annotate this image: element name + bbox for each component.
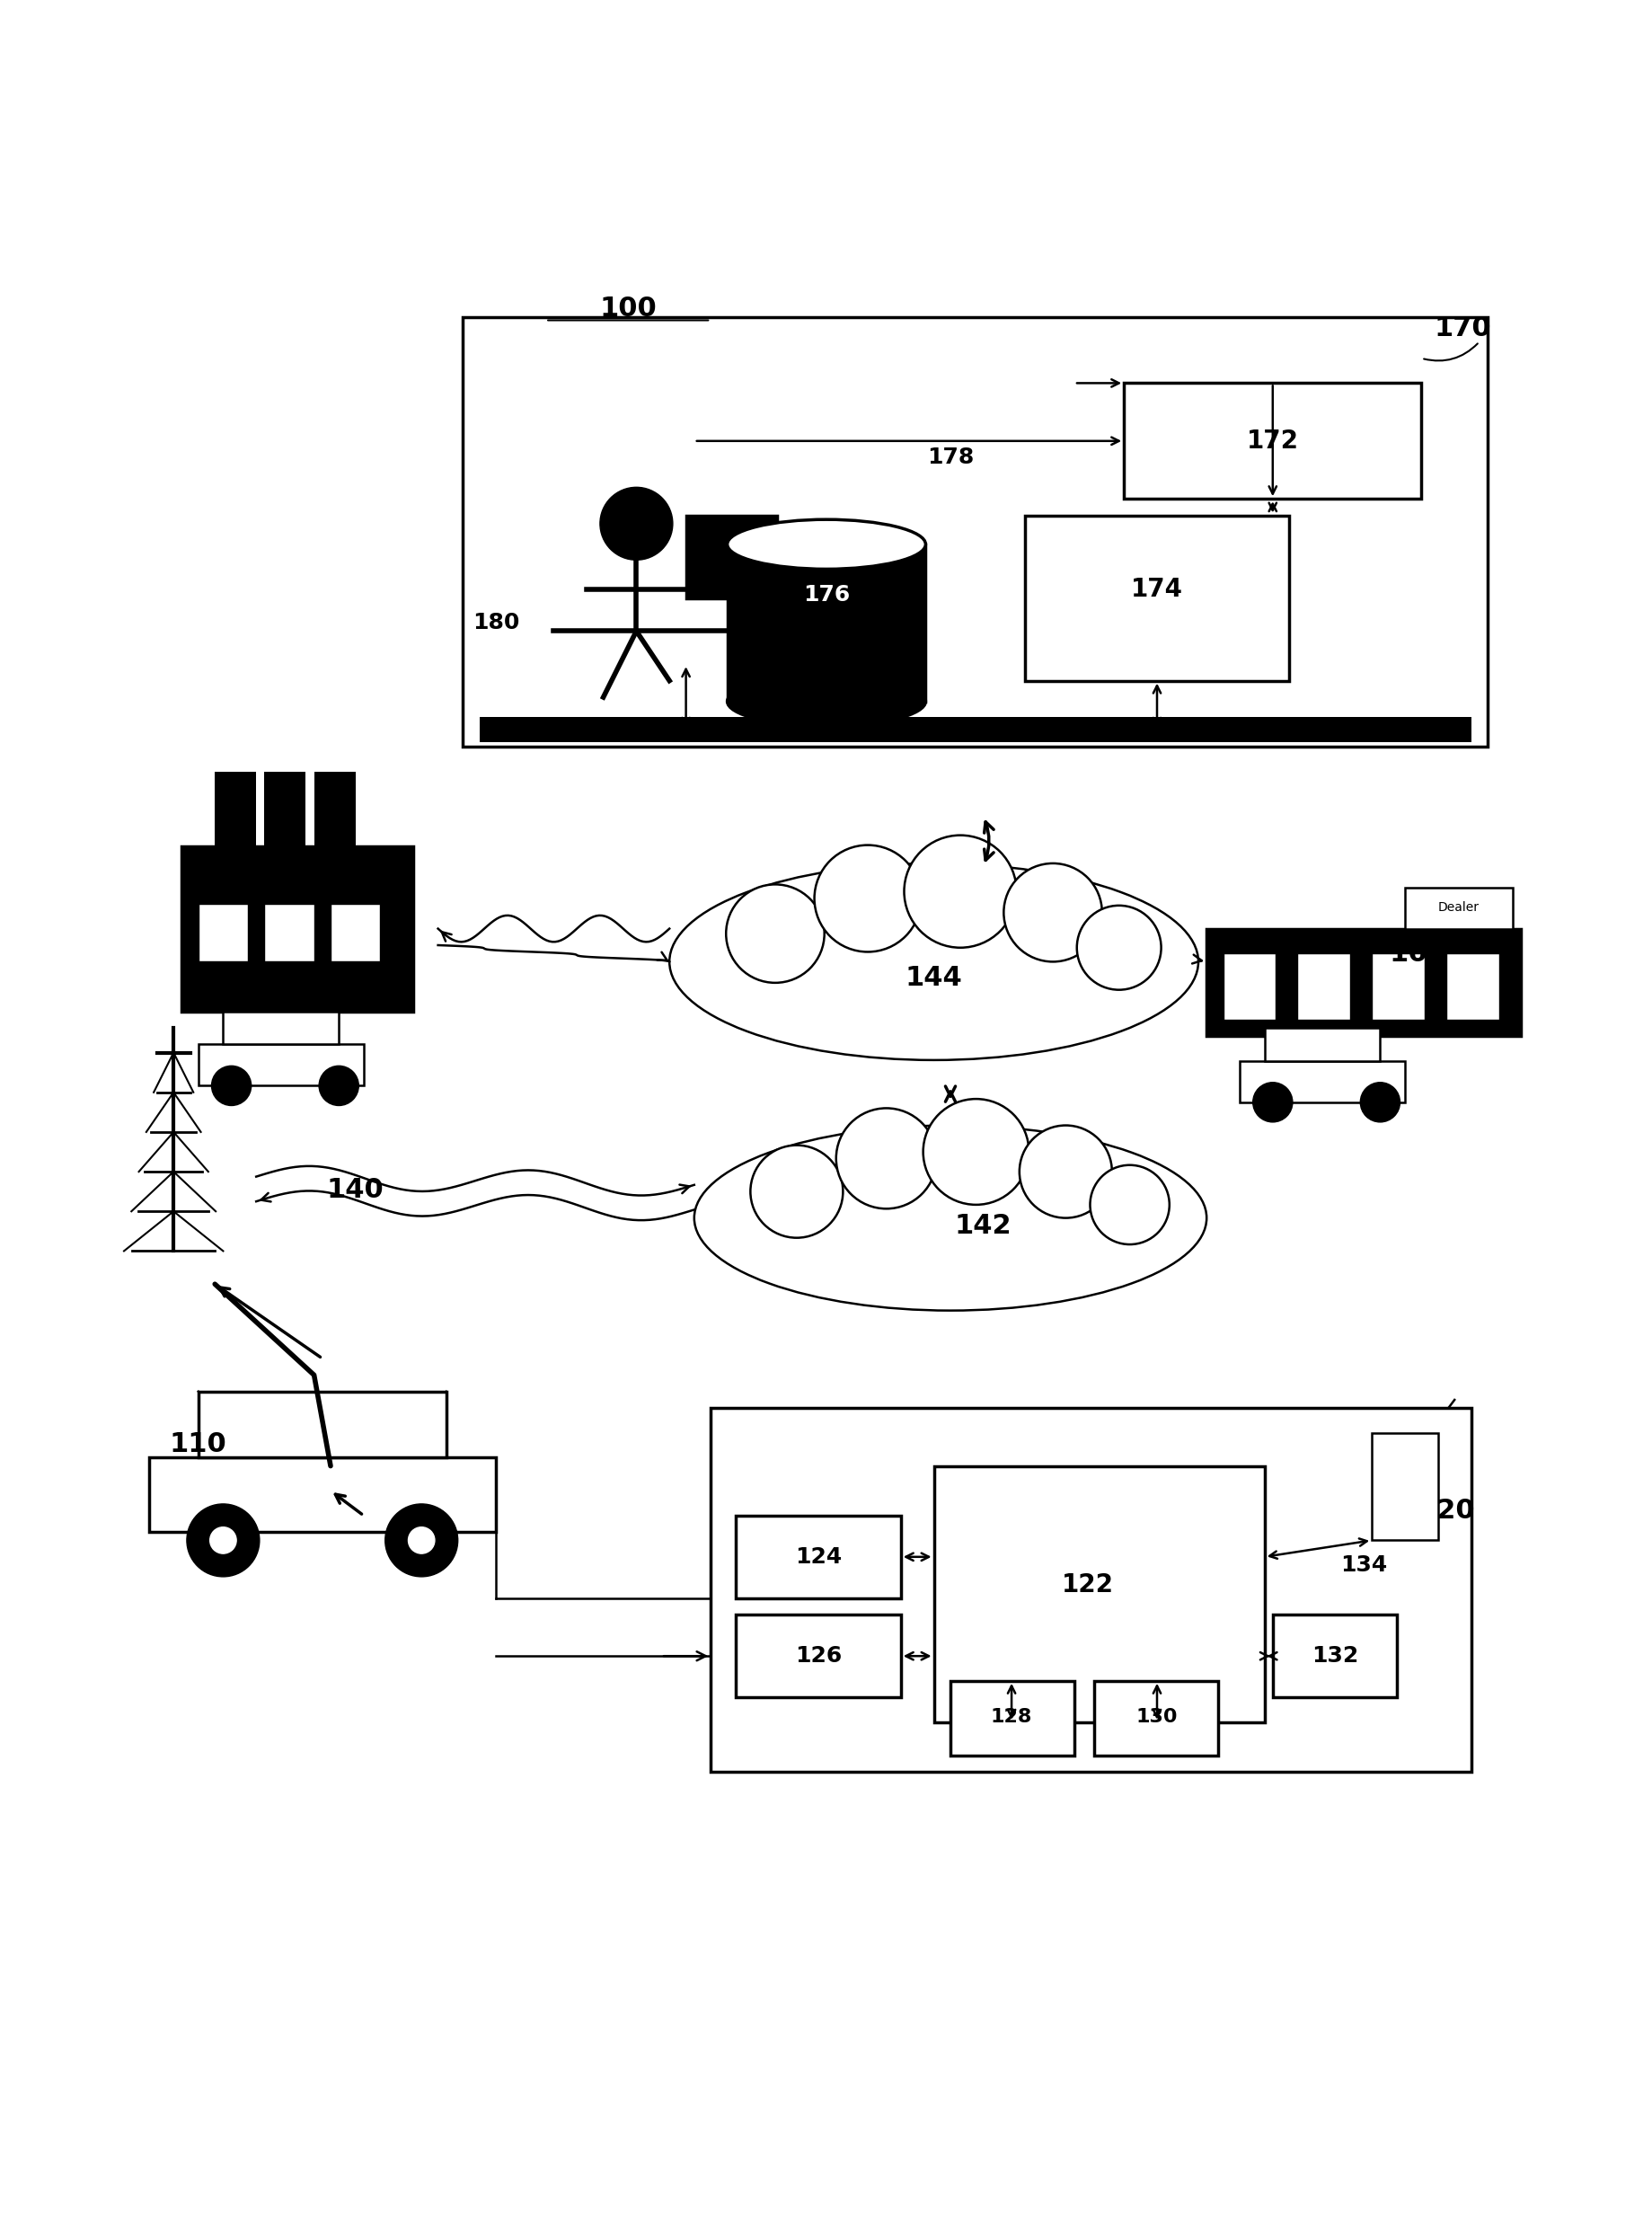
FancyBboxPatch shape [1024, 515, 1289, 680]
Circle shape [1019, 1126, 1112, 1217]
FancyBboxPatch shape [735, 1515, 900, 1599]
Circle shape [319, 1066, 358, 1106]
Circle shape [725, 884, 824, 982]
FancyBboxPatch shape [1272, 1615, 1396, 1697]
FancyBboxPatch shape [1404, 888, 1512, 928]
Circle shape [836, 1108, 937, 1208]
Circle shape [922, 1099, 1028, 1204]
Ellipse shape [727, 520, 925, 569]
Ellipse shape [694, 1126, 1206, 1310]
Ellipse shape [727, 677, 925, 726]
Text: 100: 100 [600, 295, 656, 322]
Text: 128: 128 [990, 1708, 1032, 1726]
Text: 150: 150 [327, 880, 383, 906]
Circle shape [385, 1504, 458, 1577]
FancyBboxPatch shape [198, 1393, 446, 1457]
Circle shape [904, 835, 1016, 948]
Text: 140: 140 [327, 1177, 383, 1204]
Text: 130: 130 [1135, 1708, 1178, 1726]
FancyBboxPatch shape [1094, 1681, 1218, 1755]
Text: 134: 134 [1340, 1555, 1386, 1577]
Text: 120: 120 [1417, 1497, 1474, 1524]
Text: 124: 124 [795, 1546, 841, 1568]
Text: 132: 132 [1312, 1646, 1358, 1666]
Circle shape [1090, 1166, 1170, 1244]
Text: 126: 126 [795, 1646, 841, 1666]
FancyBboxPatch shape [1206, 928, 1520, 1037]
Circle shape [750, 1146, 843, 1237]
FancyBboxPatch shape [1264, 1028, 1379, 1062]
Circle shape [1252, 1082, 1292, 1122]
Text: 180: 180 [472, 613, 519, 633]
Text: 172: 172 [1246, 429, 1298, 453]
FancyBboxPatch shape [463, 318, 1487, 746]
FancyBboxPatch shape [950, 1681, 1074, 1755]
FancyBboxPatch shape [215, 771, 256, 846]
Circle shape [1003, 864, 1102, 962]
FancyBboxPatch shape [710, 1408, 1470, 1772]
Text: 178: 178 [927, 446, 973, 469]
FancyBboxPatch shape [198, 904, 248, 962]
Text: 174: 174 [1130, 577, 1183, 602]
FancyBboxPatch shape [330, 904, 380, 962]
FancyBboxPatch shape [1123, 382, 1421, 500]
FancyBboxPatch shape [1371, 1433, 1437, 1541]
Text: 176: 176 [803, 584, 849, 606]
Circle shape [211, 1066, 251, 1106]
Text: 170: 170 [1434, 315, 1490, 342]
FancyBboxPatch shape [1371, 953, 1424, 1019]
Text: 160: 160 [1389, 939, 1446, 966]
FancyBboxPatch shape [1239, 1062, 1404, 1102]
Text: 122: 122 [1061, 1572, 1113, 1597]
FancyBboxPatch shape [264, 904, 314, 962]
FancyBboxPatch shape [223, 1011, 339, 1044]
Circle shape [408, 1528, 434, 1552]
Circle shape [814, 844, 920, 953]
Text: 110: 110 [170, 1430, 226, 1457]
FancyBboxPatch shape [735, 1615, 900, 1697]
FancyBboxPatch shape [1297, 953, 1350, 1019]
FancyBboxPatch shape [686, 515, 776, 597]
FancyBboxPatch shape [149, 1457, 496, 1532]
FancyBboxPatch shape [198, 1044, 363, 1086]
Circle shape [210, 1528, 236, 1552]
Circle shape [1360, 1082, 1399, 1122]
Circle shape [1077, 906, 1161, 991]
Circle shape [600, 486, 672, 560]
FancyBboxPatch shape [933, 1466, 1264, 1721]
FancyBboxPatch shape [479, 717, 1470, 742]
Ellipse shape [669, 864, 1198, 1059]
FancyBboxPatch shape [314, 771, 355, 846]
Text: 142: 142 [955, 1213, 1011, 1239]
FancyBboxPatch shape [1446, 953, 1498, 1019]
Text: Dealer: Dealer [1437, 902, 1479, 913]
Text: 144: 144 [905, 966, 961, 991]
FancyBboxPatch shape [1222, 953, 1275, 1019]
FancyBboxPatch shape [727, 544, 925, 702]
FancyBboxPatch shape [264, 771, 306, 846]
Circle shape [187, 1504, 259, 1577]
FancyBboxPatch shape [182, 846, 413, 1011]
